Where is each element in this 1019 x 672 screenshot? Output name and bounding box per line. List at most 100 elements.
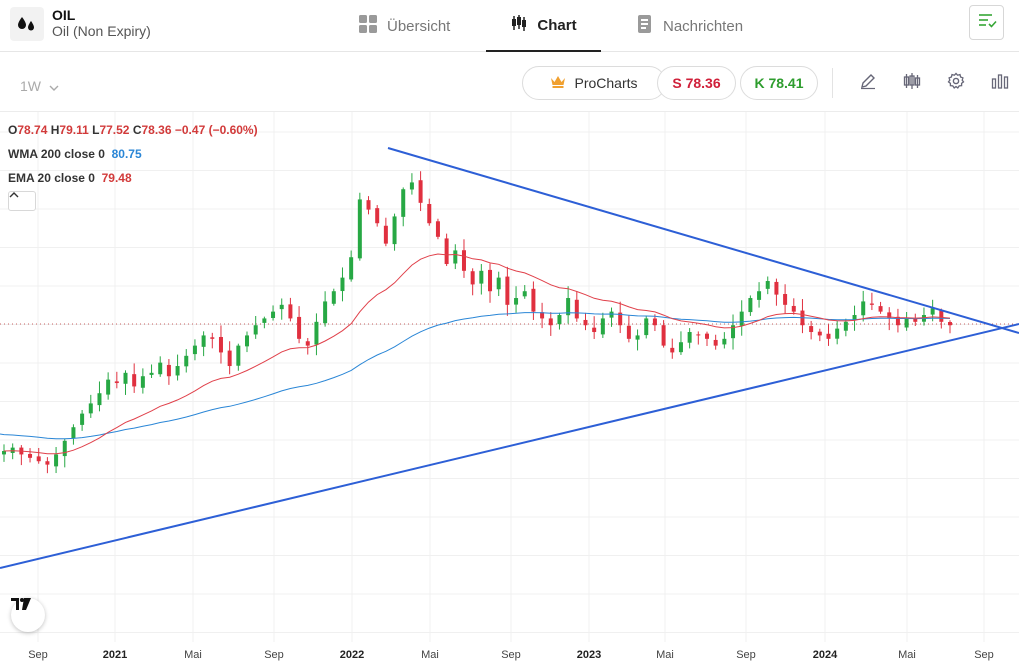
gear-icon	[947, 72, 965, 95]
draw-tool-button[interactable]	[857, 72, 879, 94]
tab-news[interactable]: Nachrichten	[636, 0, 743, 52]
sell-button[interactable]: S 78.36	[657, 66, 736, 100]
time-axis-label: Mai	[898, 649, 916, 661]
collapse-legend-button[interactable]	[8, 191, 36, 211]
time-axis-label: 2024	[812, 649, 838, 661]
buy-button[interactable]: K 78.41	[740, 66, 818, 100]
candle	[609, 307, 614, 327]
time-axis-label: Sep	[736, 649, 756, 661]
time-axis-label: Sep	[28, 649, 48, 661]
chart-canvas[interactable]	[0, 112, 1019, 672]
candle	[678, 331, 683, 355]
candle	[817, 328, 822, 342]
chart-toolbar: 1W ProCharts S 78.36 K 78.41	[0, 52, 1019, 112]
watchlist-menu-button[interactable]	[969, 5, 1004, 40]
candle	[401, 187, 406, 227]
open-value: 78.74	[17, 123, 48, 137]
close-value: 78.36	[141, 123, 172, 137]
candle	[375, 205, 380, 227]
candle	[453, 244, 458, 270]
candle	[540, 302, 545, 329]
ema-label: EMA 20 close 0	[8, 171, 95, 185]
low-value: 77.52	[99, 123, 130, 137]
candles-icon	[510, 14, 528, 36]
tradingview-logo-icon[interactable]	[11, 598, 45, 632]
candle	[279, 298, 284, 320]
candle	[826, 324, 831, 346]
procharts-label: ProCharts	[574, 75, 638, 91]
instrument-name: Oil (Non Expiry)	[52, 23, 151, 39]
lower-trendline[interactable]	[0, 323, 1019, 569]
ema-value: 79.48	[101, 171, 132, 185]
candle	[54, 447, 59, 474]
price-chart[interactable]: O78.74 H79.11 L77.52 C78.36 −0.47 (−0.60…	[0, 112, 1019, 672]
candle	[566, 286, 571, 324]
candle	[791, 298, 796, 315]
upper-trendline[interactable]	[387, 147, 1019, 334]
candle	[314, 313, 319, 356]
ema-legend[interactable]: EMA 20 close 0 79.48	[8, 171, 132, 185]
grid-icon	[358, 14, 378, 38]
tab-chart[interactable]: Chart	[486, 0, 601, 52]
candle	[488, 263, 493, 303]
candle	[470, 268, 475, 296]
chart-grid	[0, 112, 1019, 642]
chart-type-button[interactable]	[901, 72, 923, 94]
candle	[600, 312, 605, 338]
candle	[592, 316, 597, 339]
candle	[531, 281, 536, 320]
settings-button[interactable]	[945, 72, 967, 94]
candle	[132, 363, 137, 393]
tab-overview[interactable]: Übersicht	[358, 0, 450, 52]
ohlc-legend: O78.74 H79.11 L77.52 C78.36 −0.47 (−0.60…	[8, 123, 258, 137]
instrument-symbol: OIL	[52, 7, 76, 23]
candle	[418, 171, 423, 212]
candle	[948, 320, 952, 334]
tab-chart-label: Chart	[537, 16, 577, 34]
candle	[36, 447, 41, 464]
wma-legend[interactable]: WMA 200 close 0 80.75	[8, 147, 142, 161]
candle	[201, 331, 206, 357]
candle	[271, 305, 276, 321]
candle	[88, 394, 93, 418]
candle	[114, 371, 119, 389]
time-axis-label: Mai	[656, 649, 674, 661]
pencil-icon	[859, 72, 877, 95]
candle	[184, 349, 189, 373]
candle	[505, 266, 510, 316]
procharts-button[interactable]: ProCharts	[522, 66, 666, 100]
wma-value: 80.75	[111, 147, 142, 161]
indicators-button[interactable]	[989, 72, 1011, 94]
candle	[496, 271, 501, 297]
candle	[288, 297, 293, 322]
candle	[366, 196, 371, 215]
candle	[904, 312, 909, 331]
header: OIL Oil (Non Expiry) Übersicht Chart Nac…	[0, 0, 1019, 52]
candle	[661, 320, 666, 348]
candle	[323, 291, 328, 327]
toolbar-divider	[832, 68, 833, 98]
candle	[739, 300, 744, 336]
candle	[297, 306, 302, 344]
candle	[800, 299, 805, 334]
candle	[713, 334, 718, 350]
candle	[253, 316, 258, 339]
candle	[123, 370, 128, 395]
interval-select[interactable]: 1W	[20, 78, 59, 94]
candle	[479, 264, 484, 295]
candle	[10, 443, 15, 460]
candle	[2, 444, 6, 462]
candle	[765, 276, 770, 295]
time-axis-label: Sep	[264, 649, 284, 661]
candle	[192, 339, 197, 361]
tab-overview-label: Übersicht	[387, 17, 451, 35]
candle	[45, 457, 50, 474]
candle	[774, 278, 779, 306]
candle	[644, 315, 649, 339]
candle	[809, 320, 814, 340]
candle	[522, 285, 527, 299]
candle	[895, 308, 900, 333]
high-label: H	[50, 123, 60, 137]
candles	[2, 171, 952, 474]
time-axis-label: Sep	[974, 649, 994, 661]
